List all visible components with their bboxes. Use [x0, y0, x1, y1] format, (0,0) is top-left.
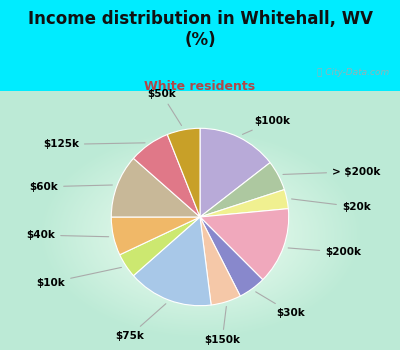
Wedge shape — [200, 209, 289, 280]
Wedge shape — [200, 217, 240, 305]
Wedge shape — [200, 190, 288, 217]
Text: $100k: $100k — [242, 116, 290, 134]
Text: ⓘ City-Data.com: ⓘ City-Data.com — [317, 68, 389, 77]
Text: White residents: White residents — [144, 80, 256, 93]
Text: $125k: $125k — [43, 139, 145, 149]
Text: $75k: $75k — [115, 304, 166, 341]
Text: > $200k: > $200k — [283, 167, 380, 177]
Wedge shape — [200, 217, 263, 296]
Text: $40k: $40k — [26, 230, 109, 240]
Text: $150k: $150k — [204, 307, 240, 345]
Wedge shape — [111, 158, 200, 217]
Text: $60k: $60k — [29, 182, 112, 192]
Wedge shape — [111, 217, 200, 255]
Text: $200k: $200k — [288, 247, 361, 257]
Wedge shape — [120, 217, 200, 276]
Wedge shape — [167, 128, 200, 217]
Text: $30k: $30k — [256, 292, 305, 318]
Wedge shape — [134, 134, 200, 217]
Wedge shape — [200, 128, 270, 217]
Wedge shape — [200, 163, 284, 217]
Wedge shape — [134, 217, 211, 306]
Text: $20k: $20k — [292, 199, 371, 212]
Text: $10k: $10k — [36, 267, 122, 287]
Text: $50k: $50k — [147, 89, 182, 126]
Text: Income distribution in Whitehall, WV
(%): Income distribution in Whitehall, WV (%) — [28, 10, 372, 49]
